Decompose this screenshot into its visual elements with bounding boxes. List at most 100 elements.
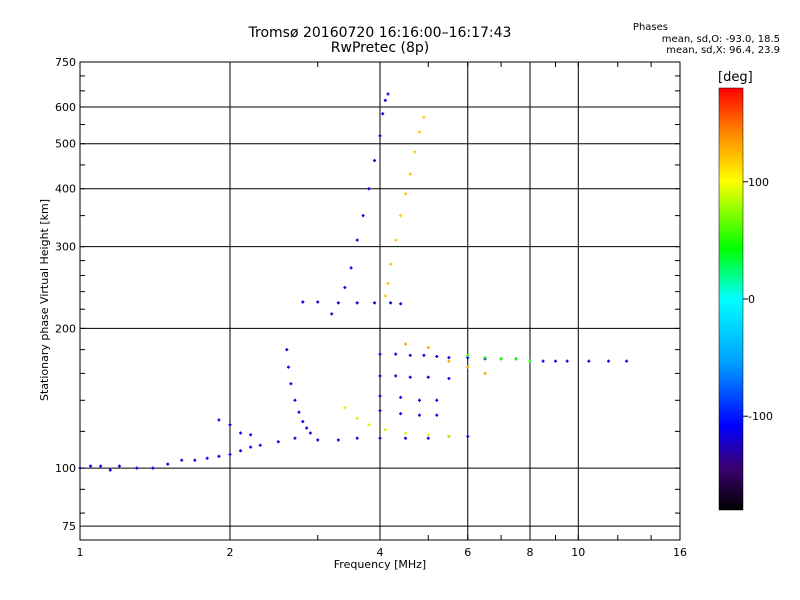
data-point [285,348,289,352]
data-point [389,301,393,305]
data-point [367,187,371,191]
data-point [205,456,209,460]
y-tick-label: 100 [55,462,76,475]
colorbar-tick-label: 100 [748,176,769,189]
data-point [336,438,340,442]
data-point [553,359,557,363]
data-point [355,301,359,305]
stats-x-mode: mean, sd,X: 96.4, 23.9 [666,45,780,56]
data-point [361,214,365,218]
data-point [408,353,412,357]
data-point [378,436,382,440]
data-point [293,398,297,402]
data-point [447,359,451,363]
data-point [378,352,382,356]
data-point [249,433,253,437]
data-point [426,436,430,440]
y-tick-label: 200 [55,322,76,335]
data-point [399,412,403,416]
data-point [403,192,407,196]
data-point [466,434,470,438]
data-point [108,468,112,472]
data-point [386,281,390,285]
data-point [403,342,407,346]
data-point [301,420,305,424]
data-point [383,428,387,432]
data-point [394,352,398,356]
data-point [258,443,262,447]
data-point [135,466,139,470]
data-point [378,409,382,413]
data-point [383,294,387,298]
data-point [565,359,569,363]
data-point [355,416,359,420]
data-point [394,374,398,378]
data-point [435,413,439,417]
data-point [381,112,385,116]
colorbar [718,87,744,511]
y-tick-label: 500 [55,138,76,151]
data-point [355,238,359,242]
data-point [426,433,430,437]
colorbar-unit-label: [deg] [718,70,753,85]
data-point [355,436,359,440]
data-point [403,431,407,435]
grid-lines [80,62,680,540]
chart-subtitle: RwPretec (8p) [330,40,430,56]
data-point [286,365,290,369]
data-point [447,434,451,438]
data-point [408,172,412,176]
data-point [228,452,232,456]
data-point [389,262,393,266]
data-point [408,375,412,379]
data-point [316,438,320,442]
data-point [378,394,382,398]
data-point [217,454,221,458]
colorbar-tick-label: 0 [748,293,755,306]
data-point [417,398,421,402]
data-point [336,301,340,305]
colorbar-tick-label: -100 [748,410,773,423]
data-point [587,359,591,363]
data-point [349,266,353,270]
data-point [625,359,629,363]
data-point [483,371,487,375]
data-point [228,423,232,427]
x-tick-label: 1 [77,546,84,559]
x-tick-label: 4 [377,546,384,559]
x-tick-label: 2 [227,546,234,559]
data-point [217,418,221,422]
y-tick-label: 600 [55,101,76,114]
data-point [249,445,253,449]
data-point [367,423,371,427]
data-point [528,359,532,363]
y-tick-label: 300 [55,241,76,254]
data-point [89,464,93,468]
data-point [305,426,309,430]
stats-title: Phases [632,22,668,33]
x-axis-label: Frequency [MHz] [334,558,426,571]
x-tick-label: 6 [464,546,471,559]
data-point [289,382,293,386]
data-point [435,354,439,358]
data-point [193,458,197,462]
data-point [399,395,403,399]
data-point [301,300,305,304]
data-point [466,353,470,357]
data-point [466,365,470,369]
data-point [166,462,170,466]
data-point [99,464,103,468]
data-point [399,302,403,306]
y-axis-ticks: 75 100 200 300 400 500 600 750 [55,56,680,533]
data-point [422,115,426,119]
data-point [399,214,403,218]
data-point [297,410,301,414]
data-point [330,312,334,316]
data-point [239,431,243,435]
data-point [316,300,320,304]
data-point [447,356,451,360]
data-point [417,413,421,417]
data-points [78,92,629,472]
data-point [447,376,451,380]
data-point [435,398,439,402]
